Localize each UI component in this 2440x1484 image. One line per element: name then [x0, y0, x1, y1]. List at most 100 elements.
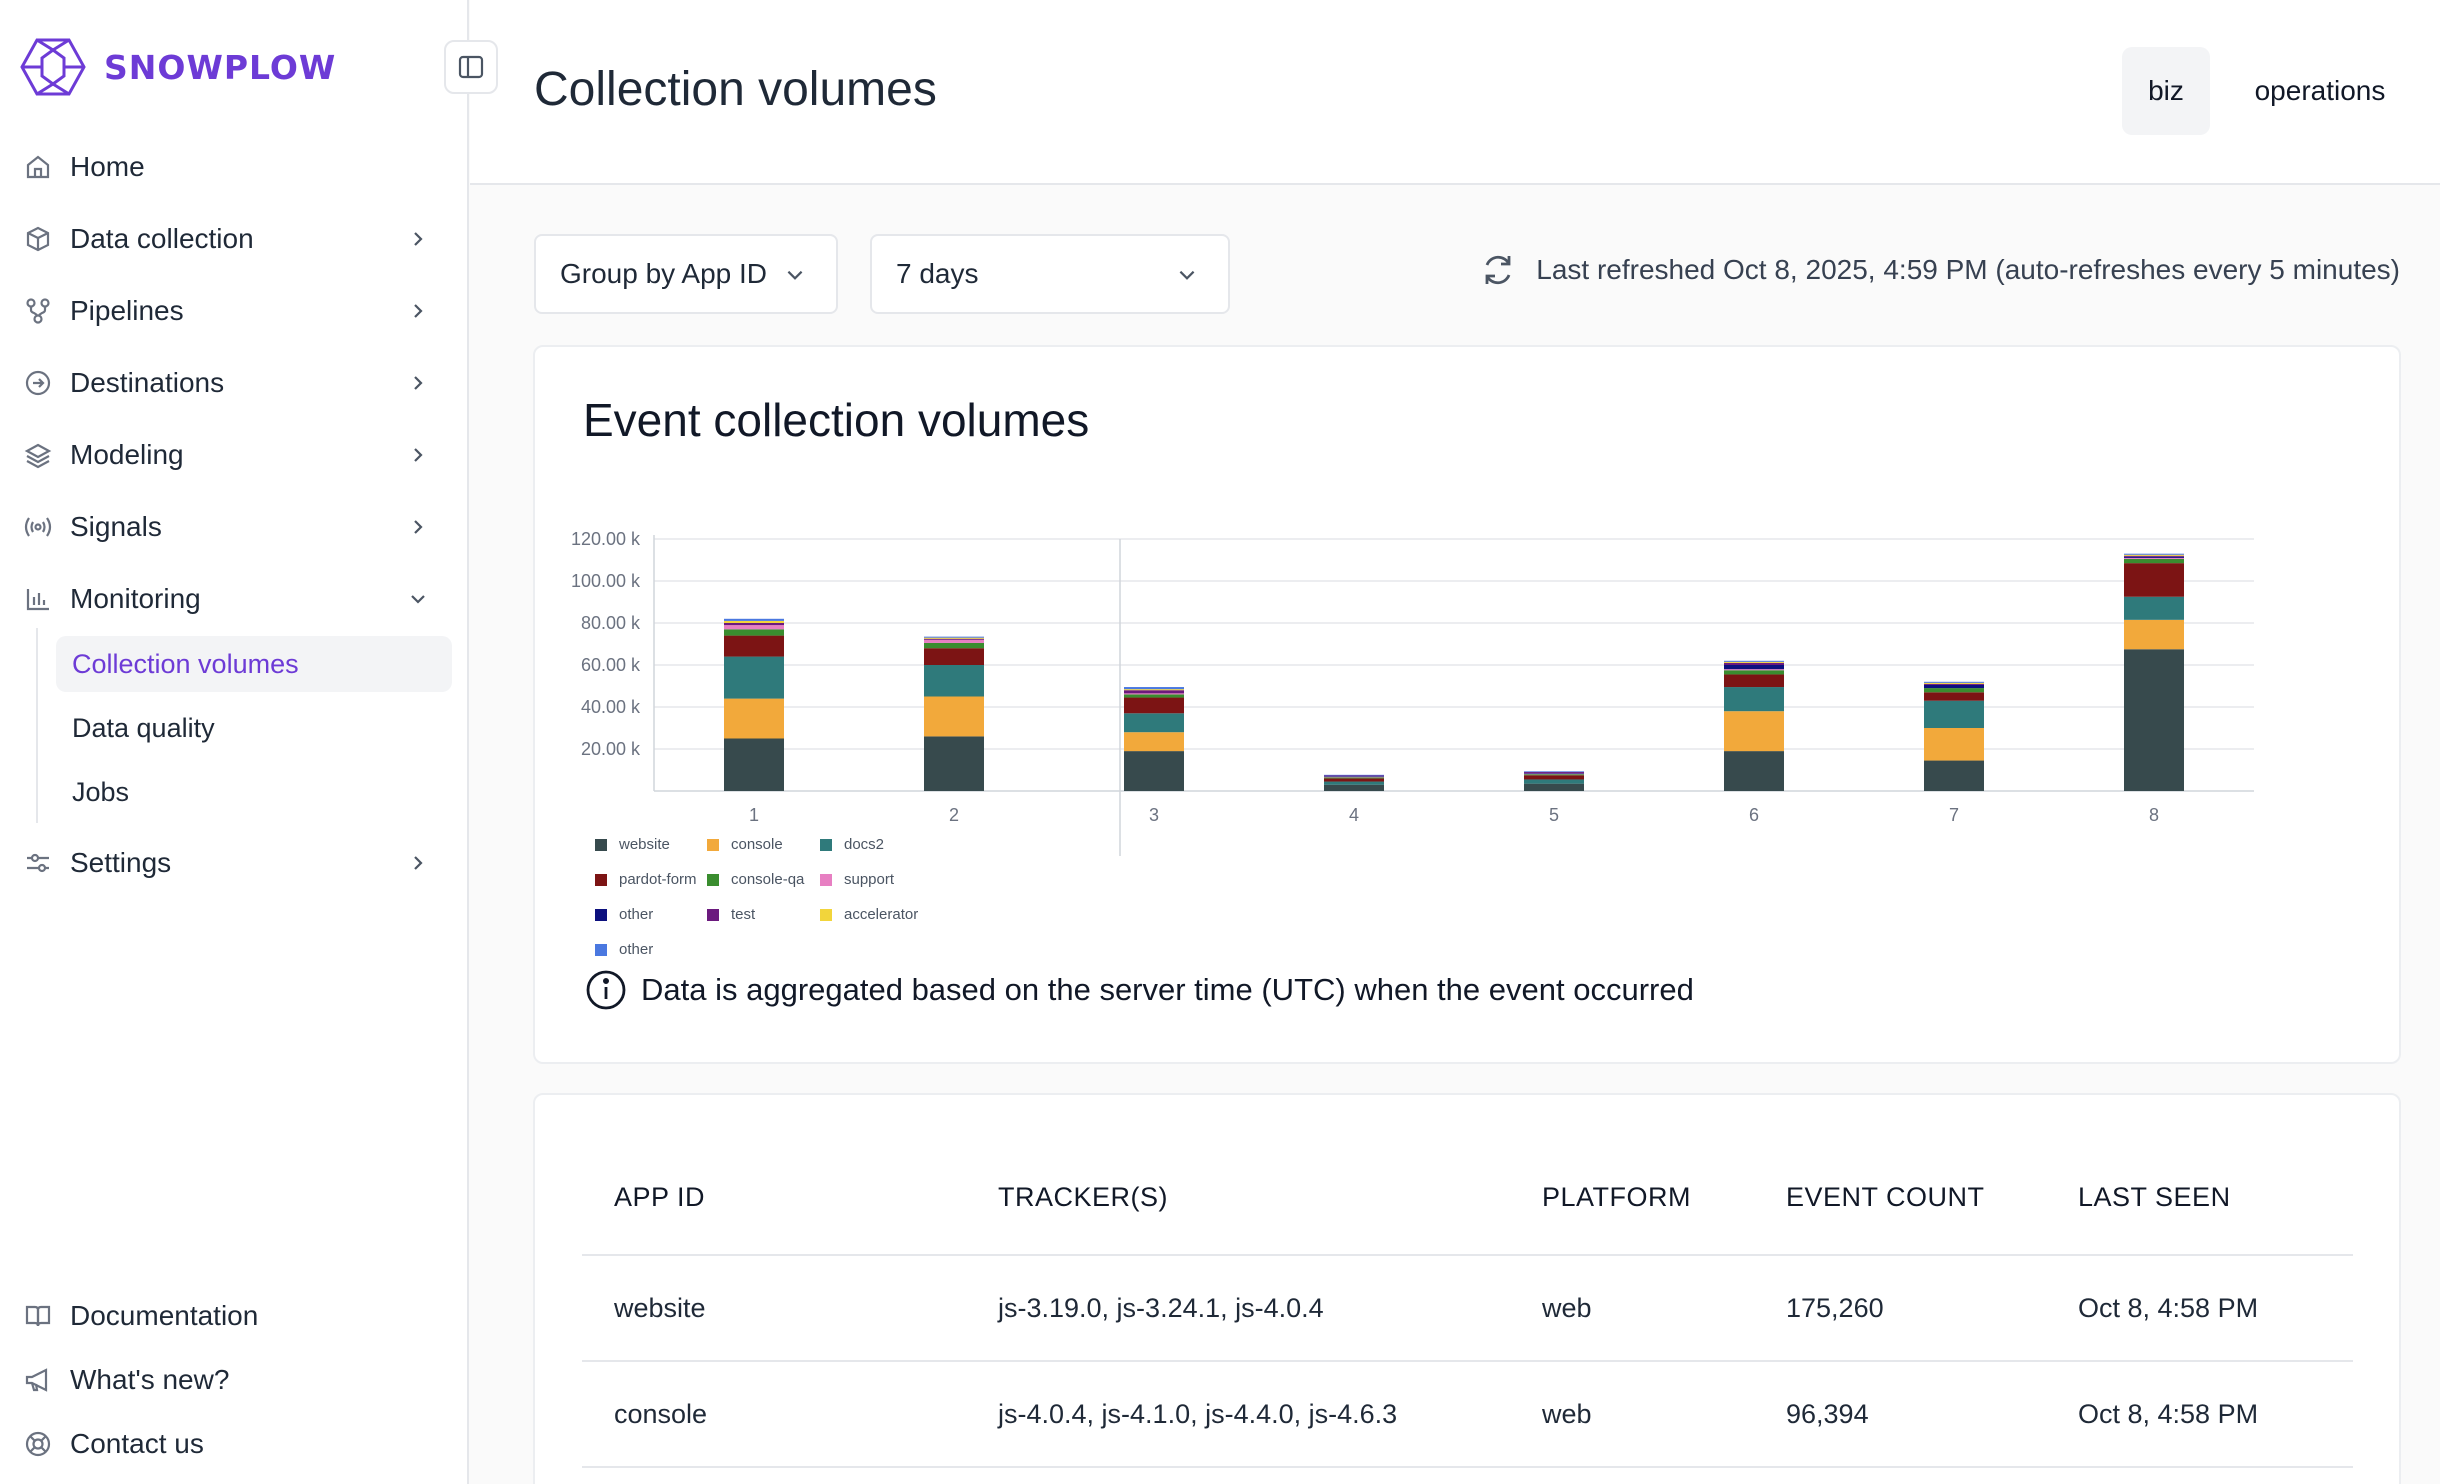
- x-tick-label: 4: [1349, 805, 1359, 825]
- bar-segment-website: [1124, 751, 1184, 791]
- group-by-value: Group by App ID: [560, 258, 768, 289]
- sidebar-item-label: What's new?: [70, 1364, 230, 1395]
- y-tick-label: 20.00 k: [581, 739, 641, 759]
- bar-segment-support: [1324, 776, 1384, 778]
- bar-segment-docs2: [1524, 779, 1584, 784]
- bar-segment-website: [1924, 760, 1984, 791]
- bar-segment-docs2: [1724, 687, 1784, 712]
- bar-chart-icon: [22, 583, 54, 615]
- x-tick-label: 8: [2149, 805, 2159, 825]
- bar-segment-accelerator: [1724, 661, 1784, 663]
- bar-segment-console-qa: [724, 629, 784, 636]
- legend-item[interactable]: website: [595, 836, 670, 853]
- sidebar-subitem-collection-volumes[interactable]: Collection volumes: [56, 636, 452, 692]
- bar-segment-console-qa: [1524, 774, 1584, 776]
- sidebar-item-pipelines[interactable]: Pipelines: [0, 281, 469, 341]
- legend-swatch: [820, 873, 832, 886]
- bar-segment-other: [2124, 553, 2184, 555]
- sidebar-item-label: Modeling: [70, 439, 184, 470]
- legend-item[interactable]: console-qa: [707, 871, 804, 888]
- sidebar: SNOWPLOW Home Data collection Pipelines …: [0, 0, 469, 1484]
- sidebar-panel-icon: [458, 55, 484, 79]
- column-header-event-count[interactable]: EVENT COUNT: [1786, 1182, 1985, 1212]
- legend-item[interactable]: other: [595, 906, 653, 923]
- y-tick-label: 80.00 k: [581, 613, 641, 633]
- chevron-right-icon: [406, 227, 430, 251]
- cell-app-id: console: [614, 1399, 708, 1429]
- bar-segment-console-qa: [1124, 694, 1184, 698]
- legend-label: console-qa: [731, 871, 805, 888]
- sliders-icon: [22, 847, 54, 879]
- bar-segment-other: [924, 636, 984, 638]
- bar-segment-console-qa: [1324, 777, 1384, 779]
- sidebar-item-destinations[interactable]: Destinations: [0, 353, 469, 413]
- sidebar-item-data-collection[interactable]: Data collection: [0, 209, 469, 269]
- column-header-trackers[interactable]: TRACKER(S): [998, 1182, 1169, 1212]
- refresh-icon[interactable]: [1478, 250, 1518, 290]
- bar-segment-accelerator: [924, 637, 984, 639]
- legend-label: docs2: [844, 836, 885, 853]
- sidebar-item-monitoring[interactable]: Monitoring: [0, 569, 469, 629]
- sidebar-footer-contact-us[interactable]: Contact us: [0, 1414, 469, 1474]
- legend-label: test: [731, 906, 756, 923]
- bar-segment-docs2: [2124, 596, 2184, 620]
- legend-item[interactable]: pardot-form: [595, 871, 697, 888]
- cell-last-seen: Oct 8, 4:58 PM: [2078, 1399, 2259, 1429]
- sidebar-subitem-jobs[interactable]: Jobs: [72, 776, 130, 807]
- sidebar-subitem-data-quality[interactable]: Data quality: [72, 712, 215, 743]
- sidebar-item-modeling[interactable]: Modeling: [0, 425, 469, 485]
- bar-segment-accelerator: [1924, 682, 1984, 684]
- pipeline-icon: [22, 295, 54, 327]
- x-tick-label: 6: [1749, 805, 1759, 825]
- brand-name: SNOWPLOW: [104, 47, 337, 87]
- aggregation-note: Data is aggregated based on the server t…: [585, 969, 1694, 1011]
- logo[interactable]: SNOWPLOW: [20, 38, 336, 96]
- refresh-text: Last refreshed Oct 8, 2025, 4:59 PM (aut…: [1536, 254, 2400, 285]
- bar-segment-test: [924, 638, 984, 640]
- legend-swatch: [707, 838, 719, 851]
- legend-swatch: [595, 943, 607, 956]
- bar-segment-console: [1924, 728, 1984, 761]
- bar-segment-docs2: [1324, 781, 1384, 785]
- legend-item[interactable]: support: [820, 871, 894, 888]
- sidebar-item-signals[interactable]: Signals: [0, 497, 469, 557]
- sidebar-item-label: Pipelines: [70, 295, 184, 326]
- bar-segment-test: [1524, 771, 1584, 773]
- sidebar-item-label: Home: [70, 151, 145, 182]
- column-header-last-seen[interactable]: LAST SEEN: [2078, 1182, 2231, 1212]
- bar-segment-pardot-form: [1524, 775, 1584, 780]
- table-card: [533, 1093, 2401, 1484]
- bar-segment-console-qa: [924, 642, 984, 649]
- chevron-right-icon: [406, 443, 430, 467]
- bar-segment-pardot-form: [2124, 563, 2184, 597]
- legend-item[interactable]: docs2: [820, 836, 884, 853]
- arrow-circle-icon: [22, 367, 54, 399]
- bar-segment-other: [1124, 687, 1184, 690]
- cell-last-seen: Oct 8, 4:58 PM: [2078, 1293, 2259, 1323]
- bar-segment-support: [724, 625, 784, 630]
- legend-item[interactable]: test: [707, 906, 755, 923]
- bar-segment-other: [1924, 684, 1984, 689]
- legend-item[interactable]: other: [595, 941, 653, 958]
- group-by-select[interactable]: Group by App ID: [534, 234, 838, 314]
- time-range-select[interactable]: 7 days: [870, 234, 1230, 314]
- bar-segment-test: [724, 623, 784, 626]
- sidebar-footer-documentation[interactable]: Documentation: [0, 1286, 469, 1346]
- layers-icon: [22, 439, 54, 471]
- sidebar-item-label: Settings: [70, 847, 172, 878]
- legend-item[interactable]: console: [707, 836, 783, 853]
- sidebar-item-settings[interactable]: Settings: [0, 833, 469, 893]
- tab-biz[interactable]: biz: [2122, 47, 2210, 135]
- chart-card-title: Event collection volumes: [583, 394, 1090, 446]
- tab-operations[interactable]: operations: [2254, 75, 2386, 106]
- sidebar-item-home[interactable]: Home: [0, 137, 469, 197]
- chevron-down-icon: [787, 270, 803, 280]
- legend-item[interactable]: accelerator: [820, 906, 918, 923]
- sidebar-footer-whats-new[interactable]: What's new?: [0, 1350, 469, 1410]
- info-icon: [586, 970, 626, 1010]
- column-header-platform[interactable]: PLATFORM: [1542, 1182, 1692, 1212]
- sidebar-toggle-button[interactable]: [444, 40, 498, 94]
- column-header-app-id[interactable]: APP ID: [614, 1182, 706, 1212]
- x-tick-label: 1: [749, 805, 759, 825]
- x-tick-label: 5: [1549, 805, 1559, 825]
